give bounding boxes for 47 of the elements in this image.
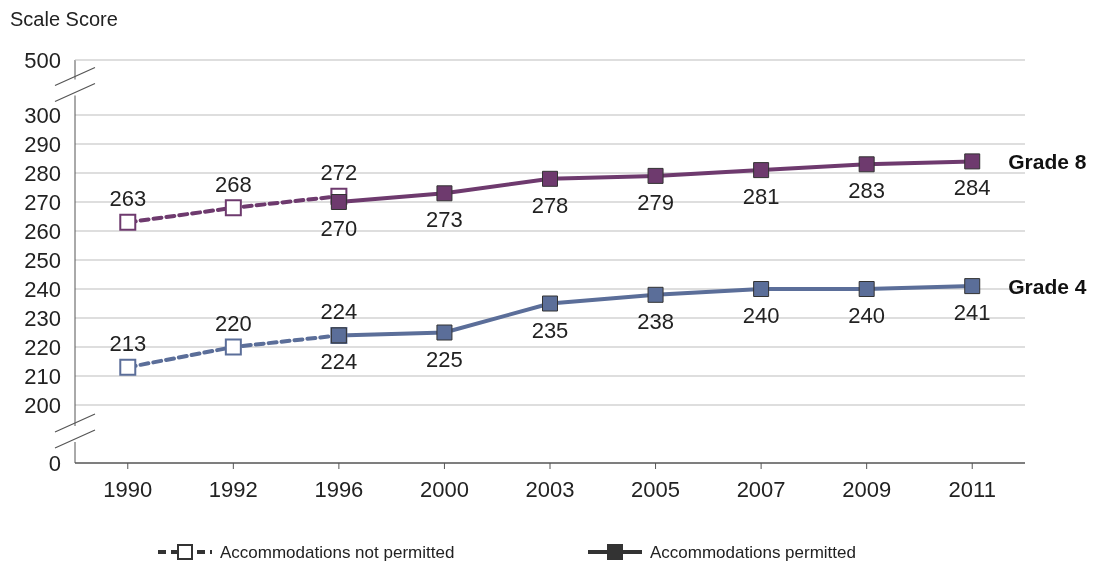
y-tick-label: 290 <box>24 132 61 157</box>
y-tick-label: 200 <box>24 393 61 418</box>
x-tick-label: 1992 <box>208 477 258 502</box>
data-label: 268 <box>214 171 252 197</box>
data-label: 238 <box>637 308 674 334</box>
data-label: 279 <box>637 189 674 215</box>
x-tick-label: 2007 <box>736 477 786 502</box>
y-tick-label: 220 <box>24 335 61 360</box>
data-label: 235 <box>531 317 569 343</box>
data-label: 272 <box>320 160 358 186</box>
data-label: 224 <box>320 349 358 375</box>
y-tick-label: 230 <box>24 306 61 331</box>
x-tick-label: 2009 <box>842 477 892 502</box>
data-label: 281 <box>742 184 780 210</box>
data-label: 213 <box>109 331 147 357</box>
y-axis-title: Scale Score <box>10 8 118 30</box>
text: 500 <box>24 48 61 73</box>
data-label: 240 <box>742 303 780 328</box>
text: Accommodations permitted <box>650 543 856 562</box>
x-tick-label: 1996 <box>314 477 364 502</box>
data-label: 278 <box>531 192 569 218</box>
x-tick-label: 2003 <box>525 477 575 502</box>
data-label: 263 <box>109 186 147 212</box>
data-label: 240 <box>848 303 886 328</box>
y-tick-label: 250 <box>24 248 61 273</box>
y-tick-label: 270 <box>24 190 61 215</box>
data-label: 283 <box>848 178 886 204</box>
y-tick-label: 300 <box>24 103 61 128</box>
data-label: 241 <box>953 300 991 326</box>
data-label: 220 <box>214 311 252 336</box>
x-tick-label: 1990 <box>103 477 153 502</box>
series-label: Grade 4 <box>1008 275 1087 299</box>
x-tick-label: 2011 <box>948 477 996 502</box>
x-tick-label: 2005 <box>631 477 681 502</box>
y-tick-label: 210 <box>24 364 61 389</box>
data-label: 273 <box>426 207 463 233</box>
data-label: 224 <box>320 299 358 325</box>
data-label: 225 <box>426 346 463 372</box>
x-tick-label: 2000 <box>419 477 469 502</box>
data-label: 284 <box>953 175 991 201</box>
y-tick-label: 240 <box>24 277 61 302</box>
data-label: 270 <box>320 216 358 241</box>
text: 0 <box>48 451 61 476</box>
text: Accommodations not permitted <box>220 543 455 562</box>
y-tick-label: 280 <box>24 161 61 186</box>
series-label: Grade 8 <box>1008 150 1087 174</box>
y-tick-label: 260 <box>24 219 61 244</box>
